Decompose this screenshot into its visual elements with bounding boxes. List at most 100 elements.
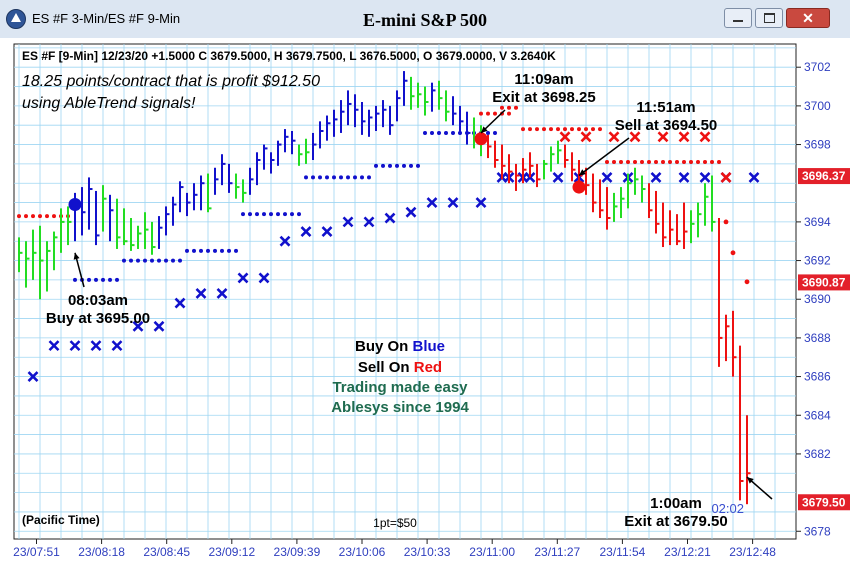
- support-dot: [570, 127, 574, 132]
- trailing-dot: [744, 279, 750, 285]
- support-dot: [213, 248, 217, 253]
- close-button[interactable]: ✕: [786, 8, 830, 28]
- signal-circle: [68, 197, 82, 211]
- price-tag: [798, 274, 850, 291]
- price-tag: [798, 168, 850, 185]
- support-dot: [178, 258, 182, 263]
- app-logo-icon: [6, 9, 26, 29]
- support-dot: [402, 163, 406, 168]
- x-tick-label: 23/11:27: [534, 545, 580, 559]
- bar-countdown: 02:02: [711, 501, 744, 516]
- point-value-label: 1pt=$50: [373, 516, 417, 530]
- support-dot: [122, 258, 126, 263]
- stop-x-marker: [69, 340, 81, 352]
- stop-x-marker: [279, 235, 291, 247]
- stop-x-marker: [216, 288, 228, 299]
- annotation-text: 1:00am: [650, 495, 702, 512]
- stop-x-marker: [132, 320, 144, 332]
- stop-x-marker: [363, 216, 375, 228]
- support-dot: [269, 212, 273, 217]
- support-dot: [367, 175, 371, 180]
- stop-x-marker: [559, 131, 571, 143]
- support-dot: [220, 248, 224, 253]
- support-dot: [675, 159, 679, 164]
- y-axis: 3702 3700 3698 3694 3692 3690 3688 3686 3684 3682…: [796, 60, 850, 538]
- y-tick-label: 3682: [804, 447, 831, 461]
- price-tag-label: 3679.50: [802, 495, 846, 509]
- support-dot: [507, 111, 511, 116]
- y-tick-label: 3678: [804, 524, 831, 538]
- annotation-text: Buy at 3695.00: [46, 310, 150, 327]
- x-axis: 23/07:51 23/08:18 23/08:45 23/09:12 23/09:39…: [13, 539, 776, 559]
- support-dot: [388, 163, 392, 168]
- stop-x-marker: [629, 131, 641, 143]
- support-dot: [661, 159, 665, 164]
- support-dot: [696, 159, 700, 164]
- x-tick-label: 23/10:06: [339, 545, 386, 559]
- legend-company: Ablesys since 1994: [331, 399, 469, 416]
- support-dot: [577, 127, 581, 132]
- stop-x-marker: [748, 171, 760, 183]
- annotation-arrow: [578, 137, 630, 177]
- support-dot: [486, 130, 490, 135]
- support-dot: [24, 214, 28, 219]
- plot-area: [13, 43, 797, 540]
- support-dot: [430, 130, 434, 135]
- support-dot: [493, 111, 497, 116]
- minimize-button[interactable]: [724, 8, 752, 28]
- annotation-arrowhead: [481, 126, 488, 133]
- support-dot: [584, 127, 588, 132]
- support-dot: [108, 277, 112, 282]
- support-dot: [143, 258, 147, 263]
- stop-x-marker: [657, 131, 669, 143]
- support-dot: [598, 127, 602, 132]
- maximize-button[interactable]: [755, 8, 783, 28]
- price-tag-label: 3690.87: [802, 275, 846, 289]
- support-dot: [521, 127, 525, 132]
- stop-x-marker: [27, 371, 39, 382]
- y-tick-label: 3700: [804, 99, 831, 113]
- annotation-text: Exit at 3698.25: [492, 89, 595, 106]
- window-titlebar: ES #F 3-Min/ES #F 9-Min E-mini S&P 500 ✕: [0, 0, 850, 39]
- support-dot: [45, 214, 49, 219]
- support-dot: [136, 258, 140, 263]
- y-tick-label: 3690: [804, 292, 831, 306]
- support-dot: [500, 105, 504, 110]
- support-dot: [227, 248, 231, 253]
- support-dot: [528, 127, 532, 132]
- support-dot: [493, 130, 497, 135]
- support-dot: [234, 248, 238, 253]
- x-tick-label: 23/10:33: [404, 545, 451, 559]
- annotation-arrowhead: [747, 477, 754, 484]
- y-tick-label: 3688: [804, 331, 831, 345]
- stop-x-marker: [111, 340, 123, 352]
- support-dot: [605, 159, 609, 164]
- y-tick-label: 3686: [804, 370, 831, 384]
- stop-x-marker: [90, 340, 102, 352]
- annotation-text: 08:03am: [68, 292, 128, 309]
- support-dot: [563, 127, 567, 132]
- stop-x-marker: [195, 288, 207, 299]
- support-dot: [290, 212, 294, 217]
- support-dot: [241, 212, 245, 217]
- x-tick-label: 23/08:18: [78, 545, 125, 559]
- info-bar: ES #F [9-Min] 12/23/20 +1.5000 C 3679.50…: [22, 49, 556, 63]
- support-dot: [17, 214, 21, 219]
- support-dot: [395, 163, 399, 168]
- annotation-text: 11:51am: [636, 99, 695, 116]
- support-dot: [409, 163, 413, 168]
- support-dot: [94, 277, 98, 282]
- support-dot: [353, 175, 357, 180]
- stop-x-marker: [300, 226, 312, 237]
- support-dot: [164, 258, 168, 263]
- price-tag: [798, 494, 850, 511]
- y-tick-label: 3702: [804, 60, 831, 74]
- price-tag-label: 3696.37: [802, 169, 846, 183]
- stop-x-marker: [405, 206, 417, 218]
- annotation-text: Exit at 3679.50: [624, 513, 727, 530]
- support-dot: [640, 159, 644, 164]
- support-dot: [535, 127, 539, 132]
- stop-x-marker: [580, 131, 592, 143]
- x-tick-label: 23/08:45: [143, 545, 190, 559]
